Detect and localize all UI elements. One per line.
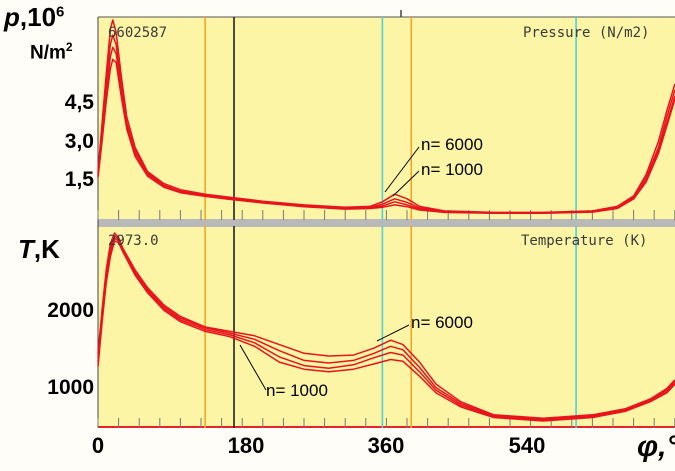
x-tick-label: 360 [367,433,405,458]
temperature-readout: 2973.0 [108,233,159,249]
temperature-axis-label: T,K [18,234,60,265]
temperature-symbol: T [18,234,34,264]
pressure-exponent: 6 [56,3,65,21]
temperature-series-line [97,234,675,420]
temperature-annotation-n1000: n= 1000 [266,381,328,400]
pressure-tick-label: 3,0 [64,130,94,153]
temperature-tick-label: 2000 [47,299,94,322]
x-axis-label: φ,° [637,430,675,464]
pressure-leader-n6000 [384,146,420,193]
pressure-tick-label: 1,5 [64,168,94,191]
temperature-annotation-n6000: n= 6000 [411,313,473,332]
pressure-unit2-exponent: 2 [65,40,73,54]
x-tick-label: 540 [508,433,546,458]
pressure-annotation-n6000: n= 6000 [421,135,483,154]
pressure-unit: ,10 [19,2,57,32]
x-tick-label: 0 [91,433,105,458]
pressure-unit2: N/m [30,42,66,64]
pressure-leader-n1000 [392,170,420,197]
temperature-tick-label: 1000 [47,376,94,399]
temperature-leader-n1000 [239,344,267,391]
temperature-series-line [97,240,675,422]
temperature-series-line [97,237,675,421]
pressure-readout: 6602587 [108,25,168,41]
pressure-annotation-n1000: n= 1000 [421,160,483,179]
temperature-leader-n6000 [376,324,410,342]
panel-separator [98,219,675,227]
x-tick-label: 180 [227,433,265,458]
pressure-symbol: p [4,2,20,32]
temperature-series-line [97,232,675,420]
pressure-series-line [97,58,675,215]
temperature-unit: ,K [33,234,60,264]
pressure-unit-label: N/m2 [30,40,73,64]
temperature-panel-title: Temperature (K) [521,233,648,249]
pressure-axis-label: p,106 [4,2,64,33]
pressure-panel-title: Pressure (N/m2) [523,25,650,41]
pressure-tick-label: 4,5 [64,91,94,114]
x-axis-label-text: φ,° [637,430,675,463]
